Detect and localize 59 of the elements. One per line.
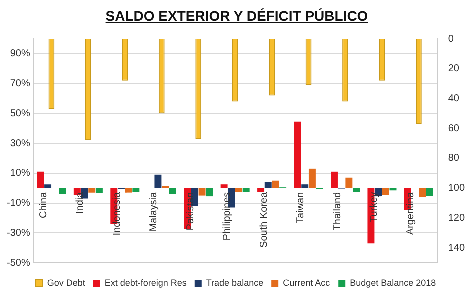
bar xyxy=(154,174,162,188)
y-tick-label: 70% xyxy=(10,78,30,90)
legend-label: Gov Debt xyxy=(47,278,86,288)
bar xyxy=(382,188,390,196)
y-tick-label: -30% xyxy=(6,228,30,239)
bar xyxy=(44,184,52,188)
y2-tick-label: 0 xyxy=(448,34,454,45)
bar xyxy=(294,122,302,188)
y-tick-label: 90% xyxy=(10,48,30,60)
bar xyxy=(302,184,309,188)
x-tick-label: Indonesia xyxy=(112,192,123,236)
y-tick-label: 10% xyxy=(10,168,30,180)
y2-tick-label: 60 xyxy=(448,123,460,134)
y-tick-label: 50% xyxy=(10,108,30,120)
bar xyxy=(206,188,214,197)
x-tick-label: Turkey xyxy=(368,192,380,223)
bar xyxy=(242,188,250,192)
bar xyxy=(346,178,353,188)
legend-label: Current Acc xyxy=(283,278,331,288)
y2-tick-label: 120 xyxy=(448,212,466,224)
x-tick-label: Pakistan xyxy=(185,192,196,231)
bar xyxy=(132,188,140,192)
bar xyxy=(331,172,338,188)
chart-title: SALDO EXTERIOR Y DÉFICIT PÚBLICO xyxy=(104,7,370,26)
y-tick-label: -50% xyxy=(6,258,30,269)
bar xyxy=(308,168,316,188)
bar xyxy=(419,188,426,198)
x-tick-label: Argentina xyxy=(406,192,417,236)
y2-tick-label: 40 xyxy=(448,93,460,104)
bar xyxy=(220,184,228,188)
bar xyxy=(88,188,96,193)
bar xyxy=(198,188,206,196)
legend-label: Trade balance xyxy=(206,278,264,288)
y2-tick-label: 100 xyxy=(448,183,466,194)
bar xyxy=(96,188,103,194)
bar xyxy=(426,188,434,197)
bar xyxy=(125,188,132,193)
x-tick-label: Philippines xyxy=(222,192,234,241)
x-tick-label: Malaysia xyxy=(148,192,160,232)
y2-tick-label: 80 xyxy=(448,153,460,164)
bar xyxy=(169,188,176,194)
bar xyxy=(272,180,280,188)
x-tick-label: India xyxy=(75,192,86,214)
x-tick-label: Thailand xyxy=(332,192,344,231)
legend-label: Ext debt-foreign Res xyxy=(104,278,188,288)
x-tick-label: South Korea xyxy=(258,192,270,248)
bar xyxy=(236,188,242,192)
bar xyxy=(258,188,265,193)
y-tick-label: 30% xyxy=(10,138,30,150)
bar xyxy=(264,182,272,188)
y2-tick-label: 140 xyxy=(448,242,466,254)
bar xyxy=(59,188,66,194)
y-tick-label: -10% xyxy=(6,198,30,210)
bar xyxy=(37,172,44,188)
legend-label: Budget Balance 2018 xyxy=(350,278,436,288)
y2-tick-label: 20 xyxy=(448,64,460,75)
x-tick-label: Taiwan xyxy=(296,192,307,224)
x-tick-label: China xyxy=(38,192,50,218)
bar xyxy=(353,188,360,192)
